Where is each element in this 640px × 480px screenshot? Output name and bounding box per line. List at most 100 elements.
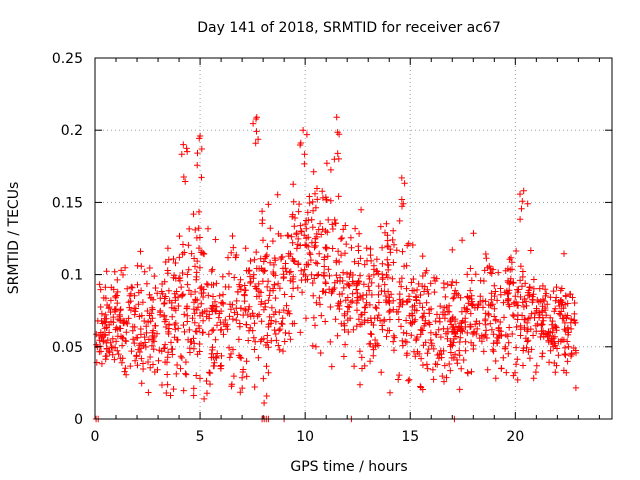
data-point xyxy=(331,279,338,286)
data-point xyxy=(122,337,129,344)
data-point xyxy=(117,333,125,340)
data-point xyxy=(262,253,270,260)
data-point xyxy=(312,259,320,266)
data-point xyxy=(264,243,271,250)
data-point xyxy=(216,292,223,299)
data-point xyxy=(431,277,439,285)
data-point xyxy=(247,279,254,287)
data-point xyxy=(510,312,518,320)
data-point xyxy=(320,288,327,295)
data-point xyxy=(464,369,471,376)
data-point xyxy=(555,352,562,359)
data-point xyxy=(186,345,193,352)
data-point xyxy=(146,264,153,272)
data-point xyxy=(119,271,127,279)
data-point xyxy=(516,190,524,198)
data-point xyxy=(309,342,316,349)
data-point xyxy=(355,230,363,237)
data-point xyxy=(318,231,325,238)
data-point xyxy=(206,380,214,388)
data-point xyxy=(390,241,398,248)
data-point xyxy=(198,174,205,181)
data-point xyxy=(396,371,403,379)
data-point xyxy=(245,305,252,313)
data-point xyxy=(164,354,171,361)
data-point xyxy=(149,306,156,313)
data-point xyxy=(231,274,238,281)
data-point xyxy=(514,376,521,384)
data-point xyxy=(351,258,358,265)
data-point xyxy=(229,315,237,323)
data-point xyxy=(562,351,569,359)
data-point xyxy=(435,326,442,333)
data-point xyxy=(279,315,286,322)
data-point xyxy=(321,263,328,270)
data-point xyxy=(216,310,223,317)
data-point xyxy=(194,149,201,157)
data-point xyxy=(156,347,163,354)
data-point xyxy=(171,321,178,329)
data-point xyxy=(102,284,109,291)
data-point xyxy=(371,336,379,344)
data-point xyxy=(170,255,177,263)
data-point xyxy=(98,360,106,367)
data-point xyxy=(530,375,537,382)
data-point xyxy=(184,271,191,278)
data-point xyxy=(134,281,141,288)
data-point xyxy=(212,307,219,314)
data-point xyxy=(356,381,364,388)
data-point xyxy=(322,227,329,235)
data-point xyxy=(444,325,451,333)
data-point xyxy=(510,300,518,308)
data-point xyxy=(329,286,337,293)
data-point xyxy=(489,346,497,353)
data-point xyxy=(237,389,244,396)
data-point xyxy=(287,336,294,343)
data-point xyxy=(100,338,107,345)
data-point xyxy=(164,371,171,378)
data-point xyxy=(195,244,203,252)
data-point xyxy=(273,337,280,344)
data-point xyxy=(403,338,411,346)
data-point xyxy=(428,340,435,347)
data-point xyxy=(539,303,546,310)
data-point xyxy=(241,282,248,289)
data-point xyxy=(449,246,456,254)
data-point xyxy=(386,316,394,323)
data-point xyxy=(102,319,109,326)
data-point xyxy=(251,320,258,327)
data-point xyxy=(424,350,431,357)
data-point xyxy=(425,290,432,298)
data-point xyxy=(290,181,297,188)
data-point xyxy=(196,375,204,382)
data-point xyxy=(548,338,555,345)
data-point xyxy=(363,244,370,252)
data-point xyxy=(102,356,109,363)
data-point xyxy=(442,293,449,301)
data-point xyxy=(198,283,205,291)
data-point xyxy=(327,338,334,346)
data-point xyxy=(269,287,277,294)
data-point xyxy=(137,345,145,352)
data-point xyxy=(514,316,521,323)
data-point xyxy=(107,318,115,325)
data-point xyxy=(232,254,239,261)
data-point xyxy=(565,329,572,336)
data-point xyxy=(482,327,490,334)
data-point xyxy=(399,337,406,345)
data-point xyxy=(311,322,319,329)
data-point xyxy=(403,350,411,357)
x-tick-label: 10 xyxy=(296,429,314,445)
data-point xyxy=(111,306,119,313)
data-point xyxy=(437,302,444,310)
data-point xyxy=(229,346,237,353)
data-point xyxy=(410,348,418,355)
data-point xyxy=(310,168,317,175)
data-point xyxy=(313,299,320,306)
data-point xyxy=(504,290,511,298)
data-point xyxy=(329,221,336,228)
data-point xyxy=(175,325,182,332)
data-point xyxy=(280,274,287,282)
data-point xyxy=(303,131,311,138)
data-point xyxy=(204,281,212,288)
